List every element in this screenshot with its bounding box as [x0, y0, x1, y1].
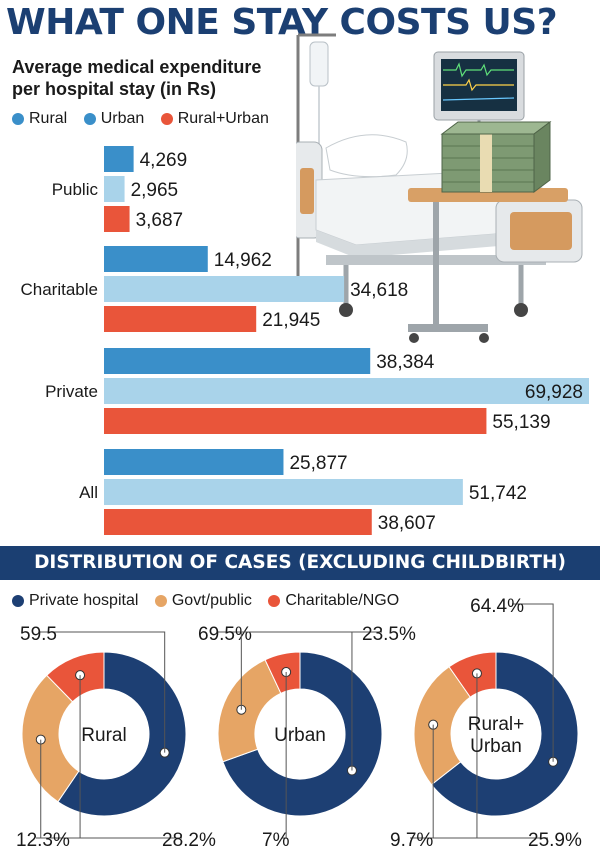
slice-label-1-2: 7% — [262, 830, 290, 851]
legend-item-private-hospital: Private hospital — [12, 592, 138, 610]
data-label-charitable-urban: 34,618 — [350, 280, 408, 301]
bar-charitable-rural-urban — [104, 306, 257, 332]
bar-public-urban — [104, 176, 125, 202]
leader-line-2-0 — [512, 603, 554, 762]
data-label-public-urban: 2,965 — [131, 180, 179, 201]
donut-center-label-2-0: Rural+ — [468, 714, 525, 735]
leader-line-2-2 — [410, 673, 478, 839]
legend-label-private-hospital: Private hospital — [29, 592, 139, 609]
expenditure-bar-chart: Public 4,269 2,965 3,687 Charitable 14,962 34,… — [21, 146, 589, 535]
bar-public-rural-urban — [104, 206, 130, 232]
hospital-bed-illustration — [296, 33, 583, 343]
bar-legend: Rural Urban Rural+Urban — [12, 110, 281, 130]
donut-slice-1-govt-public — [217, 659, 282, 763]
donut-legend: Private hospital Govt/public Charitable/… — [12, 592, 411, 612]
legend-item-rural: Rural — [12, 110, 67, 128]
data-label-all-rural: 25,877 — [289, 453, 347, 474]
leader-line-1-1 — [240, 631, 382, 710]
legend-label-urban: Urban — [100, 110, 145, 127]
donut-slice-0-private-hospital — [57, 651, 187, 817]
data-label-charitable-rural-urban: 21,945 — [262, 310, 320, 331]
section-title: DISTRIBUTION OF CASES (EXCLUDING CHILDBI… — [0, 546, 600, 580]
legend-item-charitable-ngo: Charitable/NGO — [268, 592, 399, 610]
slice-label-0-0: 59.5 — [20, 624, 57, 645]
slice-label-2-0: 64.4% — [470, 596, 524, 617]
legend-label-rural-urban: Rural+Urban — [177, 110, 269, 127]
slice-label-1-1: 23.5% — [362, 624, 416, 645]
bar-charitable-rural — [104, 246, 208, 272]
slice-label-0-1: 28.2% — [162, 830, 216, 851]
legend-swatch-rural-urban — [160, 113, 173, 125]
bar-private-rural — [104, 348, 371, 374]
bar-all-rural-urban — [104, 509, 372, 535]
data-label-charitable-rural: 14,962 — [214, 250, 272, 271]
legend-item-rural-urban: Rural+Urban — [160, 110, 269, 128]
donut-center-label-2-1: Urban — [470, 736, 522, 757]
category-label-all: All — [79, 483, 98, 502]
bar-private-urban — [104, 378, 589, 404]
legend-label-charitable-ngo: Charitable/NGO — [285, 592, 400, 609]
bar-private-rural-urban — [104, 408, 487, 434]
data-label-all-urban: 51,742 — [469, 483, 527, 504]
donut-center-label-0-0: Rural — [81, 725, 126, 746]
legend-swatch-charitable-ngo — [268, 595, 281, 607]
donut-slice-2-private-hospital — [430, 651, 579, 817]
bar-all-urban — [104, 479, 463, 505]
category-label-public: Public — [52, 180, 99, 199]
data-label-public-rural: 4,269 — [140, 150, 188, 171]
donut-slice-0-govt-public — [21, 674, 80, 803]
slice-label-2-2: 9.7% — [390, 830, 433, 851]
leader-line-1-2 — [282, 672, 287, 839]
bar-all-rural — [104, 449, 284, 475]
slice-label-0-2: 12.3% — [16, 830, 70, 851]
legend-label-rural: Rural — [29, 110, 68, 127]
legend-swatch-urban — [83, 113, 96, 125]
category-label-charitable: Charitable — [21, 280, 99, 299]
data-label-public-rural-urban: 3,687 — [136, 210, 184, 231]
legend-swatch-govt-public — [154, 595, 167, 607]
donut-center-label-1-0: Urban — [274, 725, 326, 746]
slice-label-2-1: 25.9% — [528, 830, 582, 851]
chart-subtitle: Average medical expenditure per hospital… — [12, 57, 262, 99]
donut-slice-1-private-hospital — [222, 651, 383, 817]
data-label-private-rural-urban: 55,139 — [492, 412, 550, 433]
category-label-private: Private — [45, 382, 98, 401]
data-label-all-rural-urban: 38,607 — [378, 513, 436, 534]
bar-public-rural — [104, 146, 134, 172]
page-title: WHAT ONE STAY COSTS US? — [6, 2, 558, 43]
legend-item-govt-public: Govt/public — [154, 592, 252, 610]
slice-label-1-0: 69.5% — [198, 624, 252, 645]
legend-label-govt-public: Govt/public — [171, 592, 252, 609]
legend-swatch-private-hospital — [12, 595, 24, 607]
leader-line-0-0 — [40, 631, 166, 753]
data-label-private-rural: 38,384 — [376, 352, 435, 373]
data-label-private-urban: 69,928 — [525, 382, 583, 403]
bar-charitable-urban — [104, 276, 345, 302]
leader-line-0-2 — [36, 675, 81, 839]
legend-item-urban: Urban — [83, 110, 145, 128]
legend-swatch-rural — [12, 113, 24, 125]
